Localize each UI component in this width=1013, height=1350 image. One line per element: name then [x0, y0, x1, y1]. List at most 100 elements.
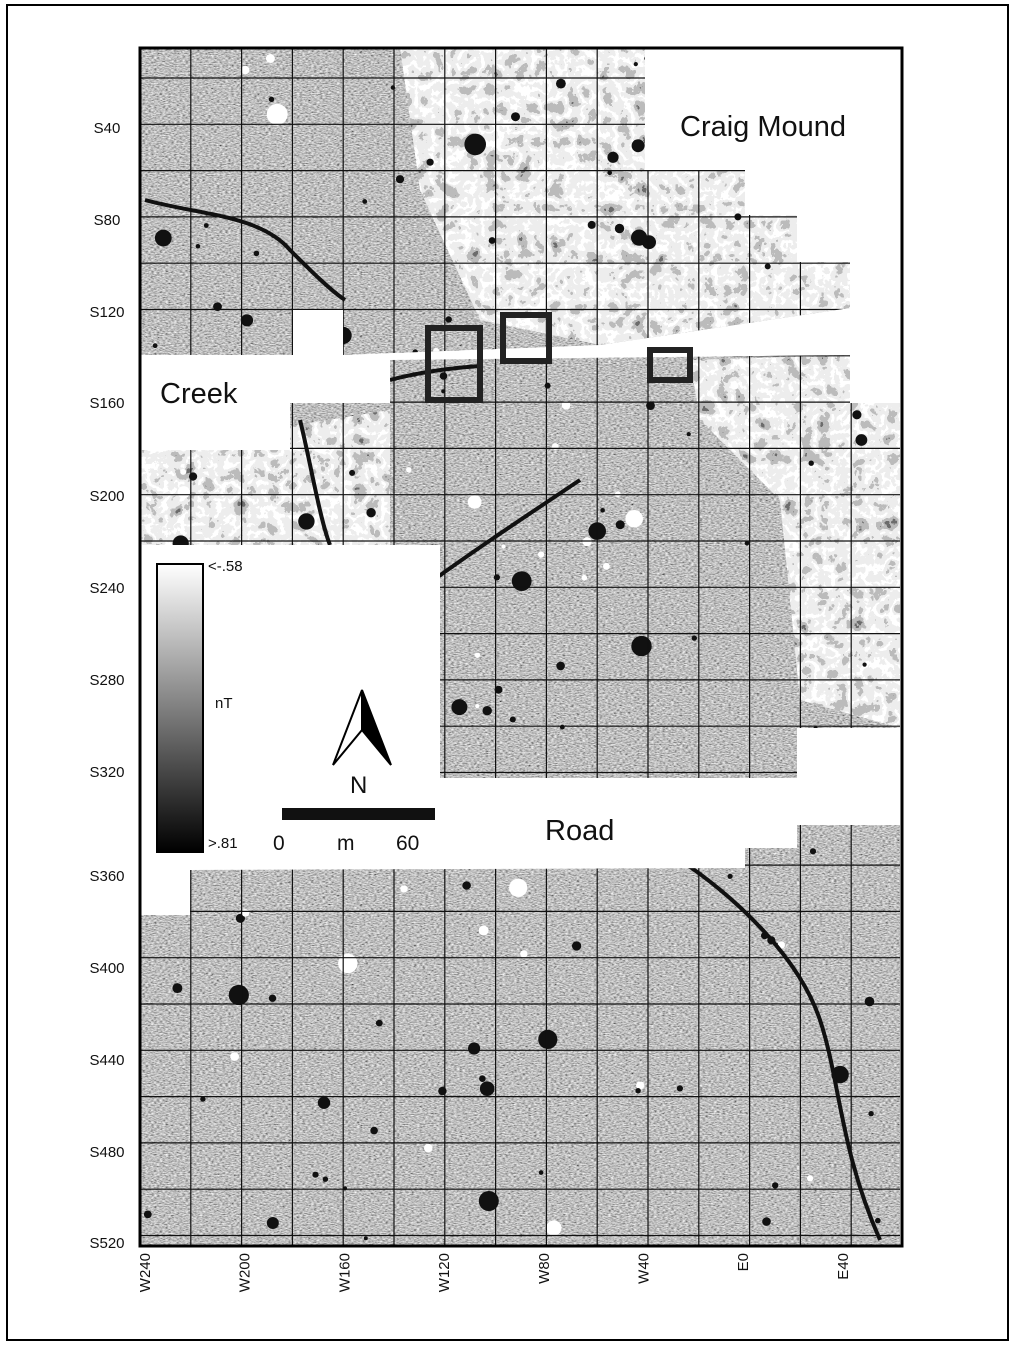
label-craig-mound: Craig Mound	[680, 111, 846, 143]
y-axis-label: S360	[89, 868, 124, 885]
anomaly	[338, 954, 357, 973]
anomaly	[635, 1088, 640, 1093]
anomaly	[607, 152, 618, 163]
anomaly	[323, 1177, 328, 1182]
anomaly	[510, 717, 516, 723]
anomaly	[687, 432, 691, 436]
y-axis-label: S40	[94, 120, 121, 137]
legend-gradient	[157, 564, 203, 852]
anomaly	[852, 410, 861, 419]
anomaly	[376, 1020, 383, 1027]
anomaly	[475, 704, 479, 708]
anomaly	[538, 551, 544, 557]
y-axis-label: S320	[89, 764, 124, 781]
anomaly	[241, 66, 249, 74]
anomaly	[446, 316, 452, 322]
anomaly	[865, 997, 875, 1007]
y-axis-label: S200	[89, 488, 124, 505]
anomaly	[267, 104, 288, 125]
anomaly	[807, 1175, 813, 1181]
anomaly	[494, 574, 500, 580]
north-label: N	[350, 772, 367, 799]
y-axis-label: S400	[89, 960, 124, 977]
anomaly	[229, 985, 249, 1005]
anomaly	[464, 134, 486, 156]
anomaly	[267, 1217, 279, 1229]
y-axis-label: S440	[89, 1052, 124, 1069]
x-axis-label: E40	[835, 1253, 852, 1280]
anomaly	[406, 467, 411, 472]
anomaly	[512, 571, 532, 591]
anomaly	[728, 874, 733, 879]
anomaly	[400, 885, 407, 892]
anomaly	[318, 1097, 330, 1109]
anomaly	[616, 520, 625, 529]
anomaly	[468, 495, 482, 509]
x-axis-label: W200	[237, 1253, 254, 1292]
anomaly	[242, 909, 250, 917]
legend-unit: nT	[215, 695, 233, 712]
anomaly	[582, 575, 588, 581]
scale-end: 60	[396, 832, 419, 855]
legend-top: <-.58	[208, 558, 243, 575]
anomaly	[632, 139, 645, 152]
anomaly	[241, 314, 253, 326]
anomaly	[545, 383, 551, 389]
anomaly	[200, 1096, 205, 1101]
anomaly	[792, 543, 798, 549]
y-axis-label: S280	[89, 672, 124, 689]
anomaly	[556, 662, 565, 671]
anomaly	[868, 1111, 873, 1116]
anomaly	[366, 508, 375, 517]
anomaly	[144, 1211, 152, 1219]
label-road: Road	[545, 815, 614, 847]
anomaly	[312, 1172, 318, 1178]
anomaly	[424, 1144, 433, 1153]
anomaly	[600, 508, 605, 513]
x-axis-label: W120	[436, 1253, 453, 1292]
y-axis-label: S520	[89, 1235, 124, 1252]
page: {"map": { "labels": {"craig_mound": "Cra…	[0, 0, 1013, 1345]
anomaly	[603, 563, 610, 570]
y-axis-label: S80	[94, 212, 121, 229]
anomaly	[479, 1075, 486, 1082]
x-axis-label: W40	[636, 1253, 653, 1284]
anomaly	[509, 879, 527, 897]
anomaly	[560, 725, 565, 730]
anomaly	[572, 941, 581, 950]
anomaly	[539, 1170, 544, 1175]
anomaly	[462, 881, 471, 890]
anomaly	[765, 263, 771, 269]
anomaly	[155, 230, 172, 247]
scale-start: 0	[273, 832, 285, 855]
anomaly	[856, 434, 868, 446]
anomaly	[266, 54, 275, 63]
anomaly	[196, 244, 201, 249]
anomaly	[178, 486, 190, 498]
anomaly	[556, 79, 566, 89]
anomaly	[370, 1127, 378, 1135]
anomaly	[483, 706, 492, 715]
y-axis-label: S240	[89, 580, 124, 597]
label-creek: Creek	[160, 378, 238, 410]
anomaly	[583, 537, 592, 546]
anomaly	[631, 230, 647, 246]
legend-bottom: >.81	[208, 835, 238, 852]
anomaly	[172, 983, 182, 993]
anomaly	[153, 343, 158, 348]
anomaly	[772, 1182, 778, 1188]
anomaly	[475, 652, 480, 657]
scale-unit: m	[337, 832, 355, 855]
anomaly	[677, 1085, 683, 1091]
anomaly	[730, 382, 738, 390]
anomaly	[364, 1236, 368, 1240]
survey-map: Craig Mound Creek Road <-.58 nT >.81 N 0…	[0, 0, 1013, 1345]
anomaly	[520, 950, 527, 957]
anomaly	[538, 1030, 557, 1049]
anomaly	[254, 251, 260, 257]
x-axis-label: E0	[735, 1253, 752, 1271]
y-axis-label: S160	[89, 395, 124, 412]
anomaly	[204, 223, 209, 228]
y-axis-label: S480	[89, 1144, 124, 1161]
anomaly	[745, 541, 750, 546]
